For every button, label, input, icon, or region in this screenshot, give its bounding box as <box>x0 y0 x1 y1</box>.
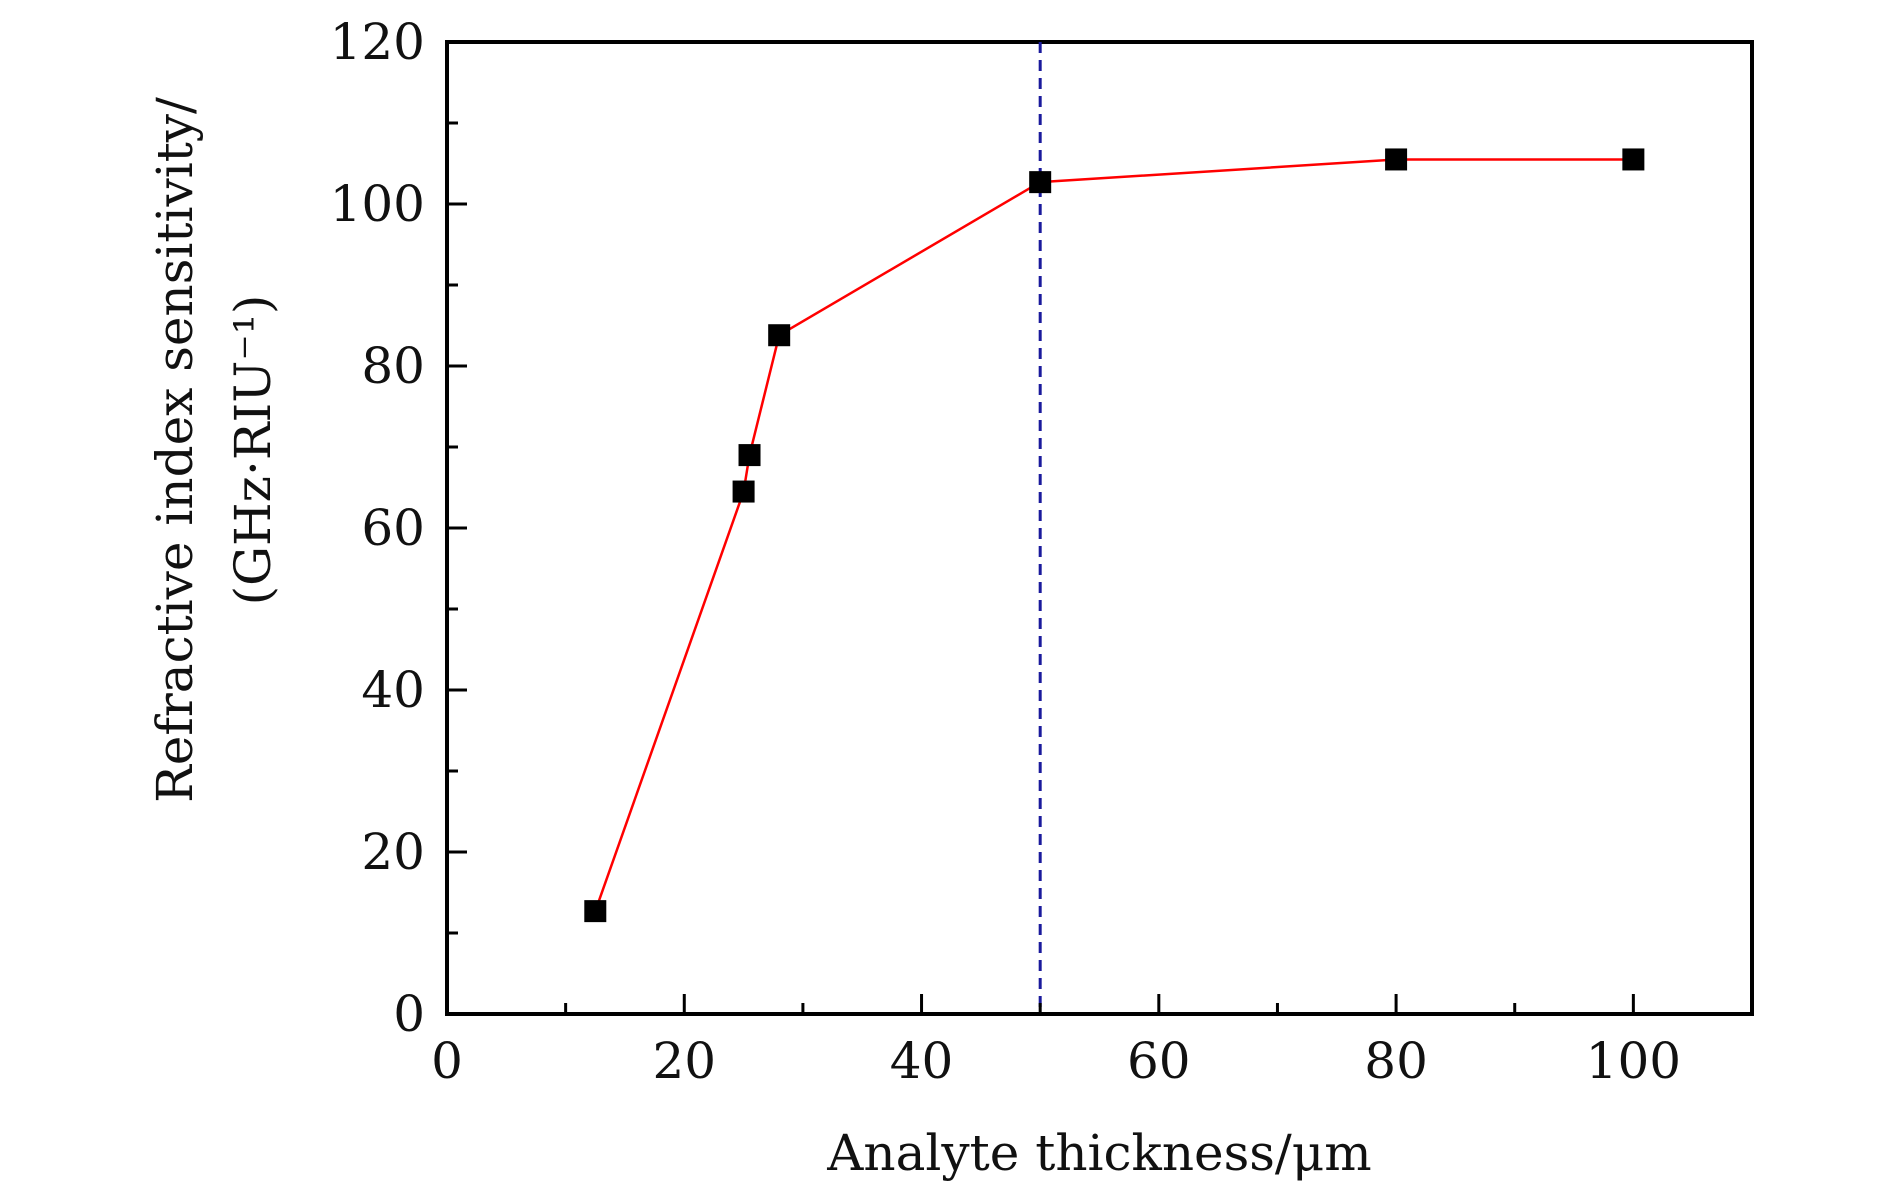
y-tick-label: 40 <box>361 661 425 719</box>
series-markers <box>584 148 1645 923</box>
y-tick-label: 120 <box>330 13 425 71</box>
plot-area <box>445 40 1754 1016</box>
plot-frame <box>445 40 1754 1016</box>
y-axis-title-line-1: Refractive index sensitivity/ <box>146 97 204 803</box>
data-point-marker <box>732 480 755 503</box>
y-axis-title-line-2: (GHz·RIU⁻¹) <box>224 295 282 606</box>
series-lines <box>594 158 1634 912</box>
y-tick-label: 100 <box>330 175 425 233</box>
y-tick-label: 0 <box>393 985 425 1043</box>
data-point-marker <box>1385 148 1408 171</box>
data-point-marker <box>738 444 761 467</box>
x-tick-label: 80 <box>1364 1032 1428 1090</box>
x-tick-label: 60 <box>1127 1032 1191 1090</box>
x-tick-label: 20 <box>652 1032 716 1090</box>
x-tick-label: 0 <box>431 1032 463 1090</box>
data-point-marker <box>584 900 607 923</box>
y-axis: 0 20 40 60 80 100 120 <box>330 13 467 1043</box>
y-axis-title: Refractive index sensitivity/ (GHz·RIU⁻¹… <box>146 97 282 803</box>
x-tick-label: 100 <box>1586 1032 1681 1090</box>
series-line <box>594 158 1634 912</box>
data-point-marker <box>1622 148 1645 171</box>
y-tick-label: 60 <box>361 499 425 557</box>
y-tick-label: 80 <box>361 337 425 395</box>
data-point-marker <box>768 324 791 347</box>
x-axis: 0 20 40 60 80 100 <box>431 994 1681 1090</box>
y-tick-label: 20 <box>361 823 425 881</box>
x-tick-label: 40 <box>890 1032 954 1090</box>
data-point-marker <box>1029 171 1052 194</box>
x-axis-title: Analyte thickness/μm <box>826 1124 1371 1182</box>
